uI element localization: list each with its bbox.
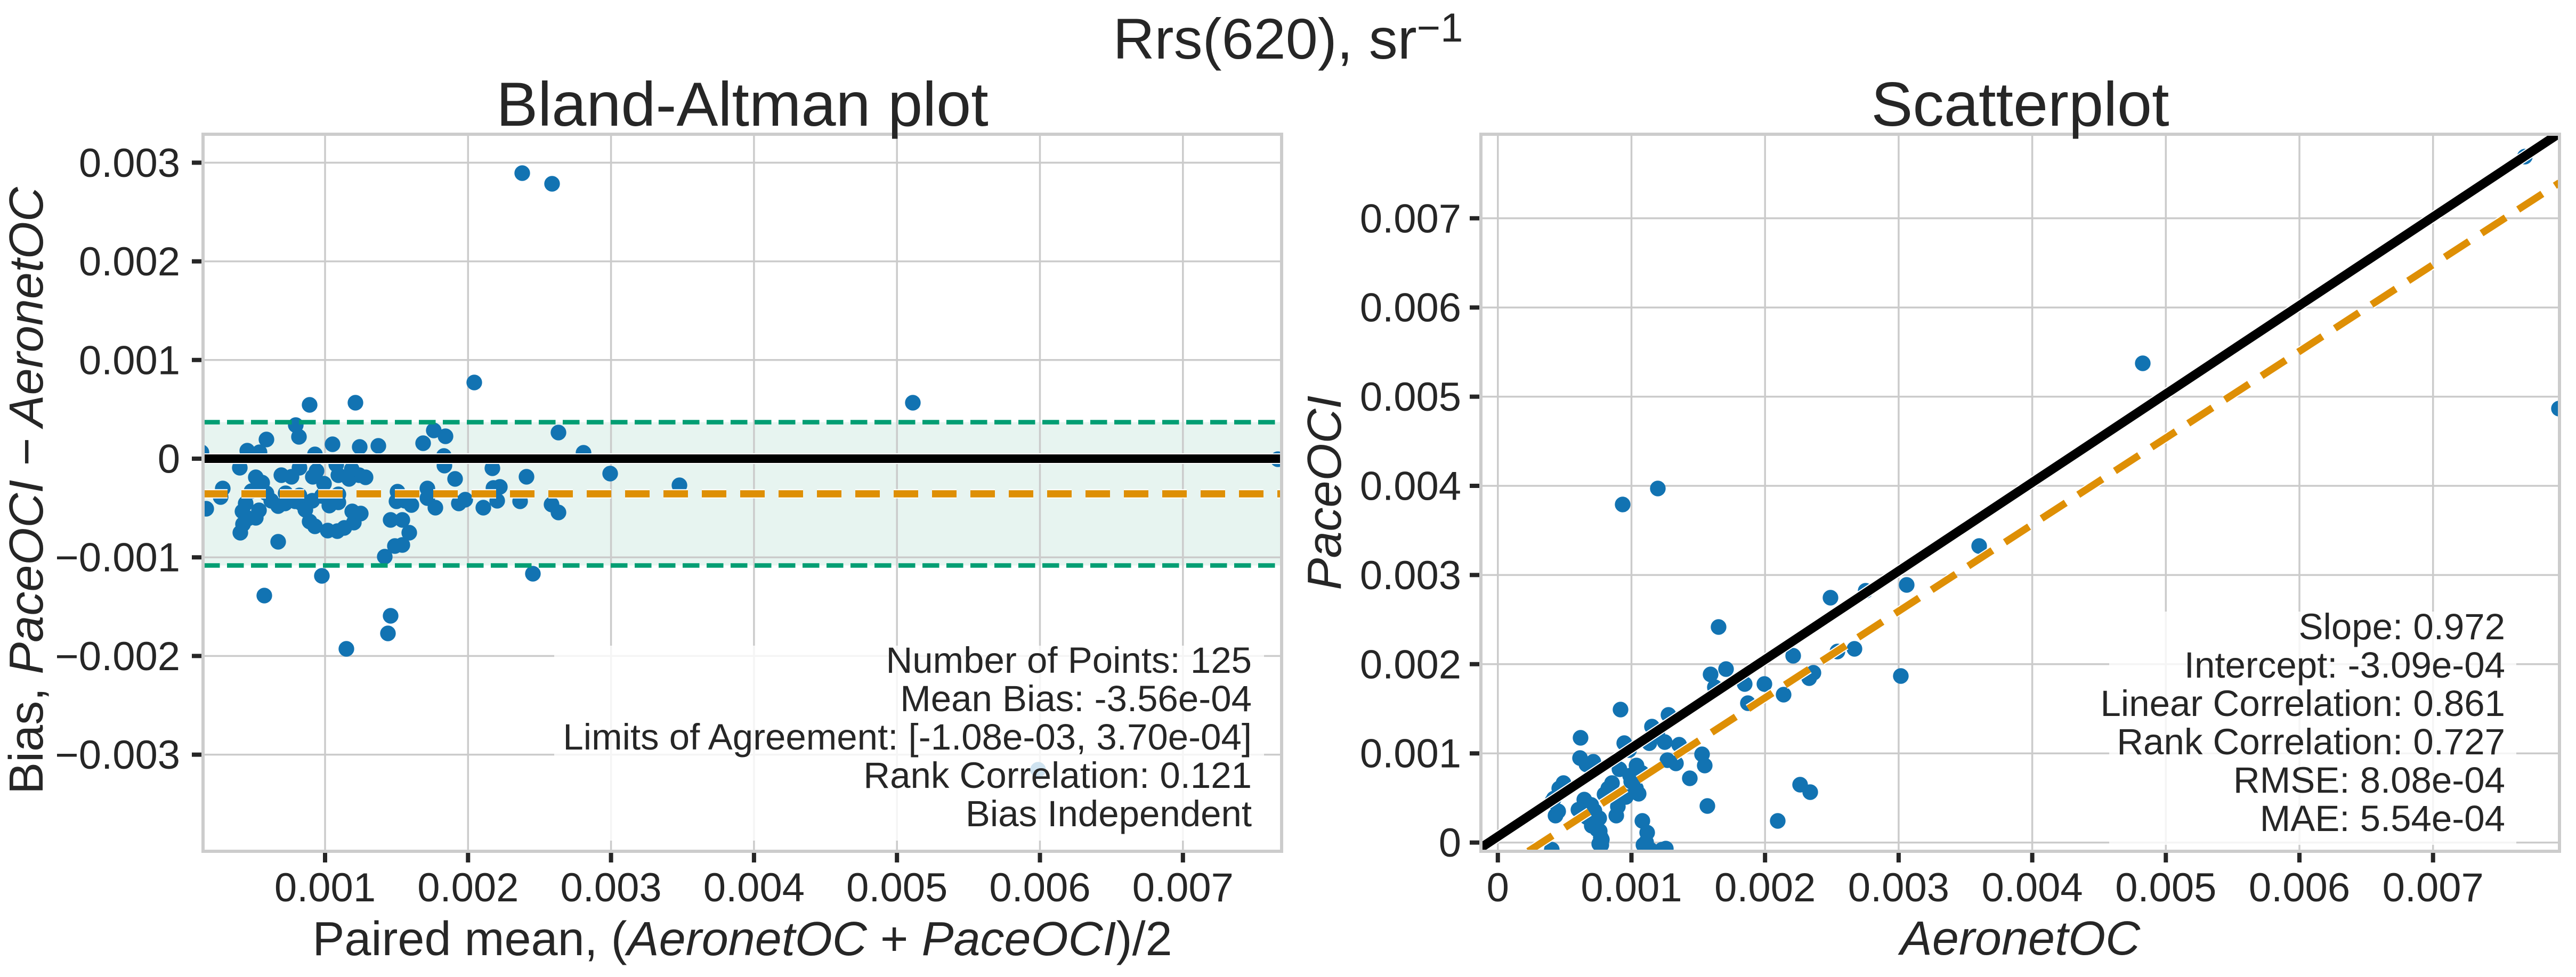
- svg-text:0: 0: [1439, 820, 1461, 866]
- svg-text:Bias, PaceOCI − AeronetOC: Bias, PaceOCI − AeronetOC: [0, 186, 53, 794]
- svg-text:0.002: 0.002: [1714, 865, 1816, 910]
- svg-text:0.004: 0.004: [1360, 464, 1461, 509]
- svg-text:0.007: 0.007: [1360, 196, 1461, 241]
- svg-text:Mean Bias: -3.56e-04: Mean Bias: -3.56e-04: [900, 678, 1252, 719]
- svg-text:0.004: 0.004: [1982, 865, 2083, 910]
- svg-text:Slope: 0.972: Slope: 0.972: [2299, 606, 2506, 647]
- svg-text:RMSE: 8.08e-04: RMSE: 8.08e-04: [2233, 760, 2505, 801]
- svg-text:0.002: 0.002: [79, 239, 180, 284]
- svg-text:−0.003: −0.003: [55, 732, 180, 778]
- svg-text:0: 0: [1487, 865, 1509, 910]
- svg-text:AeronetOC: AeronetOC: [1898, 912, 2141, 965]
- svg-text:0.001: 0.001: [1581, 865, 1682, 910]
- svg-text:Number of Points: 125: Number of Points: 125: [886, 640, 1252, 681]
- svg-text:−0.002: −0.002: [55, 634, 180, 679]
- svg-text:0.006: 0.006: [989, 865, 1090, 910]
- svg-text:Linear Correlation: 0.861: Linear Correlation: 0.861: [2101, 683, 2505, 724]
- svg-text:0.001: 0.001: [274, 865, 376, 910]
- svg-text:Bland-Altman plot: Bland-Altman plot: [496, 69, 989, 139]
- svg-text:0.006: 0.006: [1360, 286, 1461, 331]
- svg-text:0: 0: [158, 437, 180, 482]
- svg-text:Rrs(620), sr−1: Rrs(620), sr−1: [1113, 5, 1463, 71]
- svg-text:0.005: 0.005: [1360, 374, 1461, 420]
- svg-text:0.003: 0.003: [1360, 553, 1461, 598]
- svg-text:0.005: 0.005: [846, 865, 947, 910]
- svg-text:Rank Correlation: 0.727: Rank Correlation: 0.727: [2117, 721, 2505, 762]
- svg-text:Scatterplot: Scatterplot: [1871, 69, 2169, 139]
- svg-text:0.004: 0.004: [703, 865, 805, 910]
- svg-text:0.007: 0.007: [2383, 865, 2484, 910]
- svg-text:0.003: 0.003: [79, 141, 180, 186]
- svg-text:MAE: 5.54e-04: MAE: 5.54e-04: [2260, 798, 2505, 839]
- svg-text:−0.001: −0.001: [55, 535, 180, 581]
- svg-text:Limits of Agreement: [-1.08e-0: Limits of Agreement: [-1.08e-03, 3.70e-0…: [563, 717, 1252, 758]
- svg-text:0.002: 0.002: [417, 865, 519, 910]
- svg-text:0.006: 0.006: [2249, 865, 2350, 910]
- svg-text:0.003: 0.003: [561, 865, 662, 910]
- svg-text:0.002: 0.002: [1360, 642, 1461, 687]
- svg-text:Paired mean, (AeronetOC + Pace: Paired mean, (AeronetOC + PaceOCI)/2: [312, 913, 1172, 966]
- svg-text:0.001: 0.001: [1360, 731, 1461, 777]
- svg-text:Intercept: -3.09e-04: Intercept: -3.09e-04: [2184, 645, 2505, 686]
- svg-text:0.005: 0.005: [2115, 865, 2216, 910]
- svg-text:Bias Independent: Bias Independent: [966, 793, 1252, 834]
- svg-text:0.001: 0.001: [79, 338, 180, 383]
- svg-text:0.007: 0.007: [1132, 865, 1234, 910]
- svg-text:Rank Correlation: 0.121: Rank Correlation: 0.121: [863, 755, 1252, 796]
- svg-text:0.003: 0.003: [1848, 865, 1949, 910]
- svg-text:PaceOCI: PaceOCI: [1298, 395, 1351, 590]
